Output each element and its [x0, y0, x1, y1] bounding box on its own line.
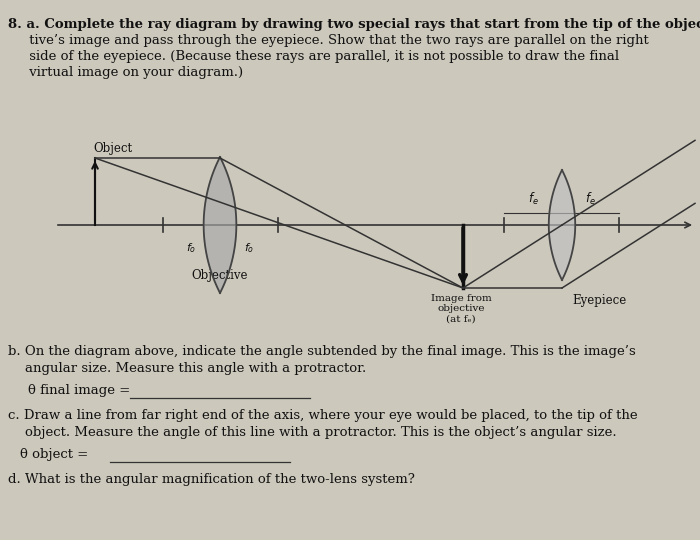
Text: $f_o$: $f_o$ — [244, 241, 254, 255]
Text: Image from
objective
(at fₑ): Image from objective (at fₑ) — [430, 294, 491, 324]
Text: $f_e$: $f_e$ — [585, 191, 596, 207]
Text: tive’s image and pass through the eyepiece. Show that the two rays are parallel : tive’s image and pass through the eyepie… — [8, 34, 649, 47]
Text: object. Measure the angle of this line with a protractor. This is the object’s a: object. Measure the angle of this line w… — [8, 426, 617, 439]
Text: Object: Object — [93, 142, 132, 155]
Text: d. What is the angular magnification of the two-lens system?: d. What is the angular magnification of … — [8, 473, 415, 486]
Text: b. On the diagram above, indicate the angle subtended by the final image. This i: b. On the diagram above, indicate the an… — [8, 345, 636, 358]
Text: $f_e$: $f_e$ — [528, 191, 538, 207]
Text: side of the eyepiece. (Because these rays are parallel, it is not possible to dr: side of the eyepiece. (Because these ray… — [8, 50, 619, 63]
Text: Eyepiece: Eyepiece — [572, 294, 626, 307]
Text: angular size. Measure this angle with a protractor.: angular size. Measure this angle with a … — [8, 362, 366, 375]
Text: Objective: Objective — [192, 269, 248, 282]
Polygon shape — [204, 157, 237, 293]
Text: $f_o$: $f_o$ — [186, 241, 197, 255]
Text: virtual image on your diagram.): virtual image on your diagram.) — [8, 66, 243, 79]
Polygon shape — [549, 170, 575, 280]
Text: θ object =: θ object = — [20, 448, 92, 461]
Text: θ final image =: θ final image = — [28, 384, 134, 397]
Text: 8. a. Complete the ray diagram by drawing two special rays that start from the t: 8. a. Complete the ray diagram by drawin… — [8, 18, 700, 31]
Text: c. Draw a line from far right end of the axis, where your eye would be placed, t: c. Draw a line from far right end of the… — [8, 409, 638, 422]
